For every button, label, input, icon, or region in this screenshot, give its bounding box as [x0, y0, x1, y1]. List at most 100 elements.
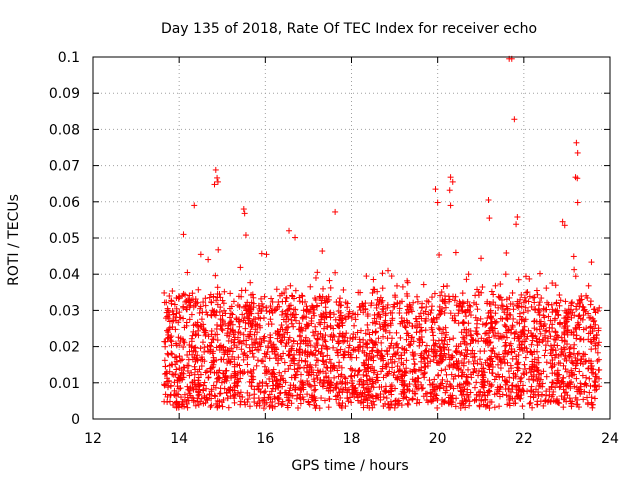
- data-point: [426, 377, 433, 384]
- data-point: [432, 186, 439, 193]
- data-point: [506, 374, 513, 381]
- data-point: [531, 317, 538, 324]
- data-point: [437, 311, 444, 318]
- data-point: [224, 351, 231, 358]
- data-point: [197, 251, 204, 258]
- data-point: [289, 392, 296, 399]
- data-point: [522, 273, 529, 280]
- data-point: [286, 227, 293, 234]
- data-point: [476, 393, 483, 400]
- data-point: [382, 388, 389, 395]
- data-point: [521, 361, 528, 368]
- data-point: [571, 266, 578, 273]
- data-point: [394, 340, 401, 347]
- data-point: [590, 318, 597, 325]
- data-point: [536, 336, 543, 343]
- data-point: [192, 402, 199, 409]
- data-point: [568, 367, 575, 374]
- data-point: [162, 391, 169, 398]
- data-point: [529, 358, 536, 365]
- data-point: [531, 318, 538, 325]
- data-point: [228, 345, 235, 352]
- data-point: [436, 251, 443, 258]
- data-point: [434, 404, 441, 411]
- data-point: [298, 371, 305, 378]
- data-point: [240, 331, 247, 338]
- data-point: [389, 364, 396, 371]
- data-point: [335, 373, 342, 380]
- data-point: [195, 327, 202, 334]
- data-point: [285, 365, 292, 372]
- data-point: [231, 336, 238, 343]
- data-point: [560, 404, 567, 411]
- data-point: [516, 310, 523, 317]
- data-point: [591, 387, 598, 394]
- data-point: [299, 327, 306, 334]
- data-point: [288, 320, 295, 327]
- data-point: [378, 347, 385, 354]
- data-point: [308, 350, 315, 357]
- data-point: [168, 382, 175, 389]
- data-point: [337, 372, 344, 379]
- data-point: [466, 402, 473, 409]
- data-point: [491, 391, 498, 398]
- data-point: [241, 399, 248, 406]
- data-point: [387, 388, 394, 395]
- data-point: [389, 309, 396, 316]
- data-point: [473, 379, 480, 386]
- data-point: [498, 359, 505, 366]
- data-point: [242, 401, 249, 408]
- data-point: [388, 382, 395, 389]
- data-point: [384, 347, 391, 354]
- data-point: [166, 293, 173, 300]
- data-point: [451, 297, 458, 304]
- data-point: [427, 389, 434, 396]
- data-point: [552, 282, 559, 289]
- data-point: [342, 334, 349, 341]
- data-point: [319, 334, 326, 341]
- data-point: [515, 352, 522, 359]
- data-point: [250, 294, 257, 301]
- data-point: [420, 281, 427, 288]
- data-point: [312, 386, 319, 393]
- data-point: [214, 284, 221, 291]
- data-point: [385, 370, 392, 377]
- data-point: [399, 283, 406, 290]
- data-point: [379, 365, 386, 372]
- data-point: [511, 116, 518, 123]
- data-point: [245, 320, 252, 327]
- data-point: [442, 304, 449, 311]
- data-point: [254, 400, 261, 407]
- data-point: [455, 310, 462, 317]
- data-point: [413, 400, 420, 407]
- data-point: [421, 363, 428, 370]
- data-point: [285, 323, 292, 330]
- x-tick-label: 14: [170, 431, 188, 447]
- data-point: [587, 323, 594, 330]
- data-point: [368, 348, 375, 355]
- data-point: [208, 364, 215, 371]
- data-point: [504, 327, 511, 334]
- data-point: [442, 397, 449, 404]
- data-point: [479, 391, 486, 398]
- data-point: [560, 386, 567, 393]
- data-point: [332, 208, 339, 215]
- data-point: [443, 331, 450, 338]
- data-point: [445, 346, 452, 353]
- data-point: [490, 291, 497, 298]
- data-point: [327, 284, 334, 291]
- data-point: [243, 341, 250, 348]
- data-point: [533, 335, 540, 342]
- data-point: [558, 334, 565, 341]
- data-point: [519, 347, 526, 354]
- data-point: [584, 399, 591, 406]
- data-point: [324, 365, 331, 372]
- data-point: [223, 377, 230, 384]
- data-point: [543, 373, 550, 380]
- data-point: [254, 346, 261, 353]
- data-point: [327, 322, 334, 329]
- data-point: [326, 277, 333, 284]
- data-point: [526, 365, 533, 372]
- data-point: [458, 349, 465, 356]
- data-point: [450, 335, 457, 342]
